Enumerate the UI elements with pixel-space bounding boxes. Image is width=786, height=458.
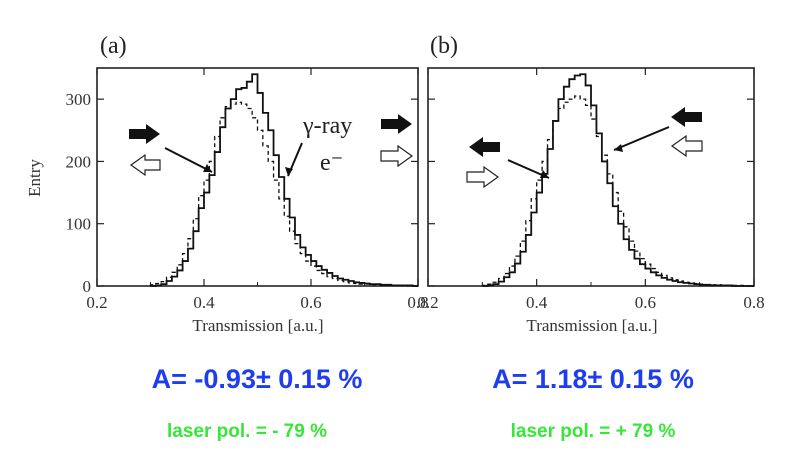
y-tick-label-a-3: 300 (66, 90, 92, 109)
panel-label-b: (b) (430, 33, 458, 59)
electron-label: e⁻ (320, 150, 343, 176)
filled-arrow-left-icon-2 (671, 107, 702, 127)
gamma-ray-label: γ-ray (302, 113, 352, 139)
pointer-line-a-left (164, 147, 213, 173)
pointer-head-a-right (285, 167, 293, 176)
ticks-a: 0.2 0.4 0.6 0.8 0 100 200 300 (66, 68, 429, 312)
x-tick-label-b-3: 0.8 (743, 293, 764, 312)
pointer-head-b-left (540, 170, 549, 178)
histogram-solid-a (150, 73, 418, 287)
panel-b: (b) Transmission [a.u.] 0.2 0.4 0.6 0.8 (417, 33, 764, 335)
x-tick-label-a-2: 0.6 (300, 293, 321, 312)
open-arrow-left-icon (129, 153, 161, 177)
asymmetry-b: A= 1.18± 0.15 % (492, 364, 694, 394)
y-tick-label-a-0: 0 (83, 277, 92, 296)
panel-label-a: (a) (100, 33, 127, 59)
pointer-head-b-right (614, 144, 623, 152)
y-tick-label-a-2: 200 (66, 152, 92, 171)
filled-arrow-left-icon (469, 137, 500, 157)
xlabel-b: Transmission [a.u.] (526, 316, 657, 335)
x-tick-label-b-0: 0.2 (417, 293, 438, 312)
pointer-head-a-left (203, 164, 212, 172)
ylabel-a: Entry (25, 159, 44, 197)
x-tick-label-a-1: 0.4 (193, 293, 215, 312)
histogram-dashed-b (481, 95, 754, 287)
histogram-dashed-a (149, 101, 418, 287)
x-tick-label-a-3: 0.8 (407, 293, 428, 312)
y-tick-label-a-1: 100 (66, 215, 92, 234)
open-arrow-left-icon-b (670, 134, 703, 158)
series-b (481, 73, 754, 287)
pointer-line-b-right (613, 126, 670, 151)
plot-frame-a (96, 67, 419, 287)
histogram-solid-b (482, 73, 754, 287)
filled-arrow-right-icon (129, 124, 160, 144)
filled-arrow-right-icon-2 (381, 114, 412, 134)
laser-pol-a: laser pol. = - 79 % (167, 421, 327, 442)
ticks-b: 0.2 0.4 0.6 0.8 (417, 68, 765, 312)
x-tick-label-b-2: 0.6 (635, 293, 656, 312)
x-tick-label-b-1: 0.4 (526, 293, 548, 312)
open-arrow-right-icon (380, 144, 414, 168)
series-a (149, 73, 418, 287)
asymmetry-a: A= -0.93± 0.15 % (151, 364, 363, 394)
xlabel-a: Transmission [a.u.] (192, 316, 323, 335)
x-tick-label-a-0: 0.2 (86, 293, 107, 312)
open-arrow-right-icon-b (466, 165, 500, 189)
panel-a: (a) Transmission [a.u.] Entry 0.2 0.4 0.6 0… (25, 33, 429, 335)
laser-pol-b: laser pol. = + 79 % (510, 421, 676, 442)
